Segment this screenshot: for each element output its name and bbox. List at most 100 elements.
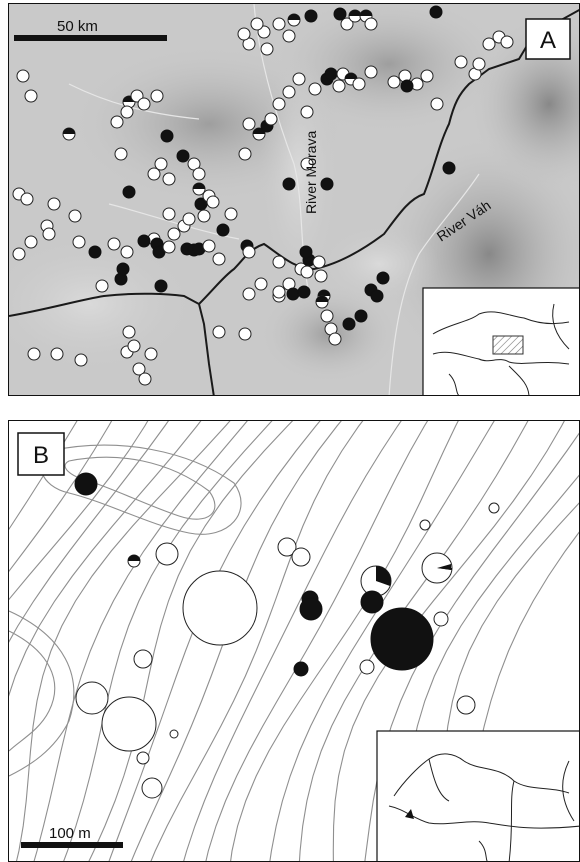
- site-marker: [95, 279, 109, 293]
- inset-locator-map-b: [376, 730, 579, 861]
- map-panel-a: 50 km River Morava River Váh A: [8, 3, 580, 396]
- site-marker: [24, 89, 38, 103]
- site-marker-b: [141, 777, 163, 799]
- site-plan-map: 100 m B: [9, 421, 579, 861]
- site-marker: [150, 89, 164, 103]
- site-marker: [120, 245, 134, 259]
- scale-bar-a: 50 km: [14, 18, 167, 41]
- site-marker-b: [293, 661, 309, 677]
- site-marker: [282, 85, 296, 99]
- contour-line: [63, 421, 273, 861]
- site-marker: [376, 271, 390, 285]
- contour-loop: [9, 630, 56, 752]
- site-marker-b: [133, 649, 153, 669]
- site-marker: [68, 209, 82, 223]
- site-marker: [429, 5, 443, 19]
- national-borders: [9, 8, 579, 395]
- site-marker-b: [488, 502, 500, 514]
- site-marker: [282, 177, 296, 191]
- site-marker: [216, 223, 230, 237]
- site-marker-b: [101, 696, 157, 752]
- site-marker: [242, 287, 256, 301]
- site-marker: [237, 27, 251, 41]
- site-marker: [430, 97, 444, 111]
- site-marker: [272, 97, 286, 111]
- site-marker: [120, 105, 134, 119]
- site-marker: [400, 79, 414, 93]
- site-marker: [154, 279, 168, 293]
- regional-map: 50 km River Morava River Váh A: [9, 4, 579, 395]
- site-marker: [137, 234, 151, 248]
- site-marker: [297, 285, 311, 299]
- site-marker: [500, 35, 514, 49]
- site-marker: [197, 209, 211, 223]
- site-marker-b: [291, 547, 311, 567]
- site-marker: [252, 127, 266, 141]
- contour-line: [9, 421, 113, 573]
- contour-line: [150, 421, 364, 861]
- map-panel-b: 100 m B: [8, 420, 580, 862]
- site-marker-b: [299, 597, 323, 621]
- site-marker-b: [127, 554, 141, 568]
- contour-line: [205, 421, 429, 861]
- site-marker: [138, 372, 152, 386]
- contour-line: [33, 421, 248, 861]
- contour-line: [130, 421, 342, 861]
- inset-locator-map: [422, 287, 579, 395]
- site-marker: [182, 212, 196, 226]
- site-marker: [144, 347, 158, 361]
- panel-label-b: B: [33, 442, 49, 469]
- site-marker: [110, 115, 124, 129]
- contour-line: [269, 421, 495, 861]
- site-marker: [147, 167, 161, 181]
- site-marker: [162, 240, 176, 254]
- contour-loop: [40, 444, 242, 535]
- contour-line: [9, 421, 78, 531]
- contour-line: [183, 421, 402, 861]
- site-marker: [202, 239, 216, 253]
- panel-label-a: A: [540, 27, 556, 54]
- site-marker: [50, 347, 64, 361]
- site-marker: [24, 235, 38, 249]
- site-marker: [242, 245, 256, 259]
- site-marker: [167, 227, 181, 241]
- site-marker-b: [74, 472, 98, 496]
- contour-line: [9, 421, 169, 643]
- site-marker: [132, 362, 146, 376]
- site-marker: [300, 157, 314, 171]
- site-marker: [454, 55, 468, 69]
- site-marker: [308, 82, 322, 96]
- site-marker: [315, 295, 329, 309]
- site-marker-b: [433, 611, 449, 627]
- contour-loop: [9, 610, 75, 777]
- site-marker: [348, 9, 362, 23]
- site-marker: [328, 332, 342, 346]
- site-marker: [16, 69, 30, 83]
- site-marker: [370, 289, 384, 303]
- site-marker: [272, 255, 286, 269]
- contour-line: [9, 421, 202, 697]
- site-marker: [88, 245, 102, 259]
- site-marker-b: [169, 729, 179, 739]
- site-marker-b: [419, 519, 431, 531]
- site-marker: [254, 277, 268, 291]
- site-marker: [482, 37, 496, 51]
- site-marker: [472, 57, 486, 71]
- contour-line: [108, 421, 321, 861]
- site-marker: [354, 309, 368, 323]
- site-marker: [300, 105, 314, 119]
- river-label-morava: River Morava: [303, 131, 319, 214]
- site-marker: [212, 252, 226, 266]
- site-marker: [192, 182, 206, 196]
- site-marker-b: [75, 681, 109, 715]
- site-marker: [314, 269, 328, 283]
- site-marker: [364, 65, 378, 79]
- site-marker: [332, 79, 346, 93]
- contour-line: [9, 421, 149, 601]
- site-marker: [62, 127, 76, 141]
- site-marker: [162, 207, 176, 221]
- site-marker: [342, 317, 356, 331]
- site-marker: [272, 17, 286, 31]
- site-marker: [282, 29, 296, 43]
- site-marker: [272, 285, 286, 299]
